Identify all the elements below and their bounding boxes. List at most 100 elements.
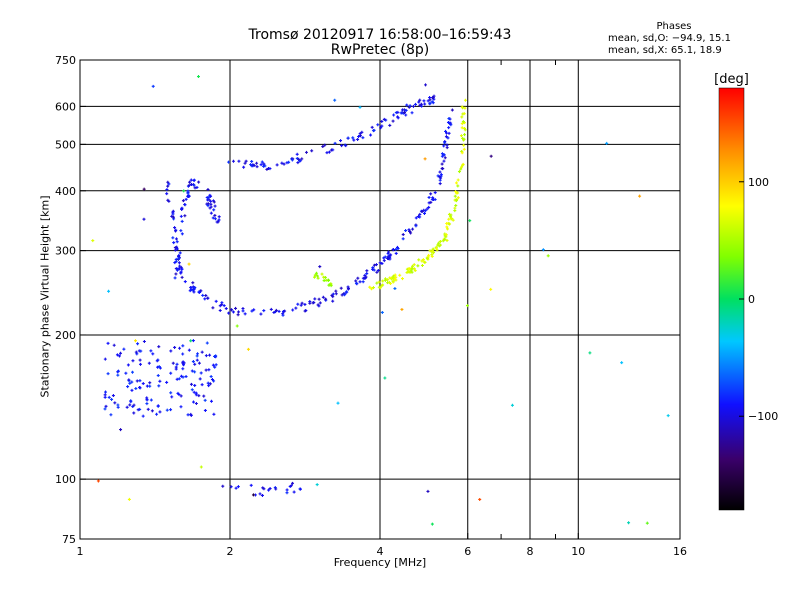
data-point <box>315 483 319 487</box>
data-point <box>147 361 151 365</box>
data-point <box>107 395 111 399</box>
data-point <box>428 98 432 102</box>
data-point <box>141 414 145 418</box>
data-point <box>417 100 421 104</box>
data-point <box>218 304 222 308</box>
data-point <box>183 214 187 218</box>
data-point <box>171 210 175 214</box>
data-point <box>243 312 247 316</box>
data-point <box>138 379 142 383</box>
data-point <box>167 182 171 186</box>
data-point <box>386 255 390 259</box>
data-point <box>172 241 176 245</box>
data-point <box>321 145 325 149</box>
data-point <box>463 98 467 102</box>
data-point <box>333 98 337 102</box>
data-point <box>408 267 412 271</box>
data-point <box>104 404 108 408</box>
data-point <box>132 403 136 407</box>
data-point <box>181 367 185 371</box>
data-point <box>129 400 133 404</box>
y-tick-label: 75 <box>62 533 76 546</box>
data-point <box>430 253 434 257</box>
data-point <box>175 362 179 366</box>
data-point <box>216 220 220 224</box>
data-point <box>183 280 187 284</box>
data-point <box>427 205 431 209</box>
data-point <box>281 312 285 316</box>
data-point <box>178 346 182 350</box>
data-point <box>391 119 395 123</box>
data-point <box>371 129 375 133</box>
data-point <box>251 493 255 497</box>
data-point <box>208 382 212 386</box>
data-point <box>213 365 217 369</box>
data-point <box>620 361 624 365</box>
data-point <box>174 228 178 232</box>
data-point <box>180 206 184 210</box>
data-point <box>420 259 424 263</box>
data-point <box>322 279 326 283</box>
data-point <box>351 136 355 140</box>
data-point <box>371 267 375 271</box>
data-point <box>510 403 514 407</box>
data-point <box>297 157 301 161</box>
data-point <box>191 360 195 364</box>
data-point <box>145 398 149 402</box>
data-point <box>134 350 138 354</box>
data-point <box>190 388 194 392</box>
data-point <box>174 367 178 371</box>
data-point <box>419 102 423 106</box>
data-point <box>387 280 391 284</box>
data-point <box>627 521 631 525</box>
data-point <box>404 113 408 117</box>
data-point <box>262 309 266 313</box>
data-point <box>206 204 210 208</box>
data-point <box>136 342 140 346</box>
data-point <box>396 110 400 114</box>
data-point <box>423 157 427 161</box>
data-point <box>141 382 145 386</box>
data-point <box>122 347 126 351</box>
data-point <box>283 309 287 313</box>
data-point <box>380 283 384 287</box>
data-point <box>165 408 169 412</box>
data-point <box>187 183 191 187</box>
data-point <box>429 200 433 204</box>
data-point <box>363 273 367 277</box>
data-point <box>280 161 284 165</box>
data-point <box>156 374 160 378</box>
data-point <box>445 146 449 150</box>
data-point <box>211 216 215 220</box>
data-point <box>420 264 424 268</box>
data-point <box>424 83 428 87</box>
data-point <box>666 414 670 418</box>
data-point <box>414 224 418 228</box>
data-point <box>205 195 209 199</box>
data-point <box>410 111 414 115</box>
data-point <box>430 100 434 104</box>
data-point <box>418 98 422 102</box>
data-point <box>300 301 304 305</box>
data-point <box>193 383 197 387</box>
data-point <box>405 103 409 107</box>
data-point <box>462 112 466 116</box>
data-point <box>375 270 379 274</box>
data-point <box>250 309 254 313</box>
data-point <box>409 231 413 235</box>
chart-title: Tromsø 20120917 16:58:00–16:59:43 <box>248 27 512 43</box>
data-point <box>314 271 318 275</box>
data-point <box>450 108 454 112</box>
data-point <box>169 349 173 353</box>
data-point <box>156 358 160 362</box>
data-point <box>217 215 221 219</box>
data-point <box>454 204 458 208</box>
data-point <box>179 270 183 274</box>
data-point <box>364 275 368 279</box>
data-point <box>296 161 300 165</box>
data-point <box>327 150 331 154</box>
data-point <box>173 226 177 230</box>
data-point <box>197 361 201 365</box>
data-point <box>438 182 442 186</box>
